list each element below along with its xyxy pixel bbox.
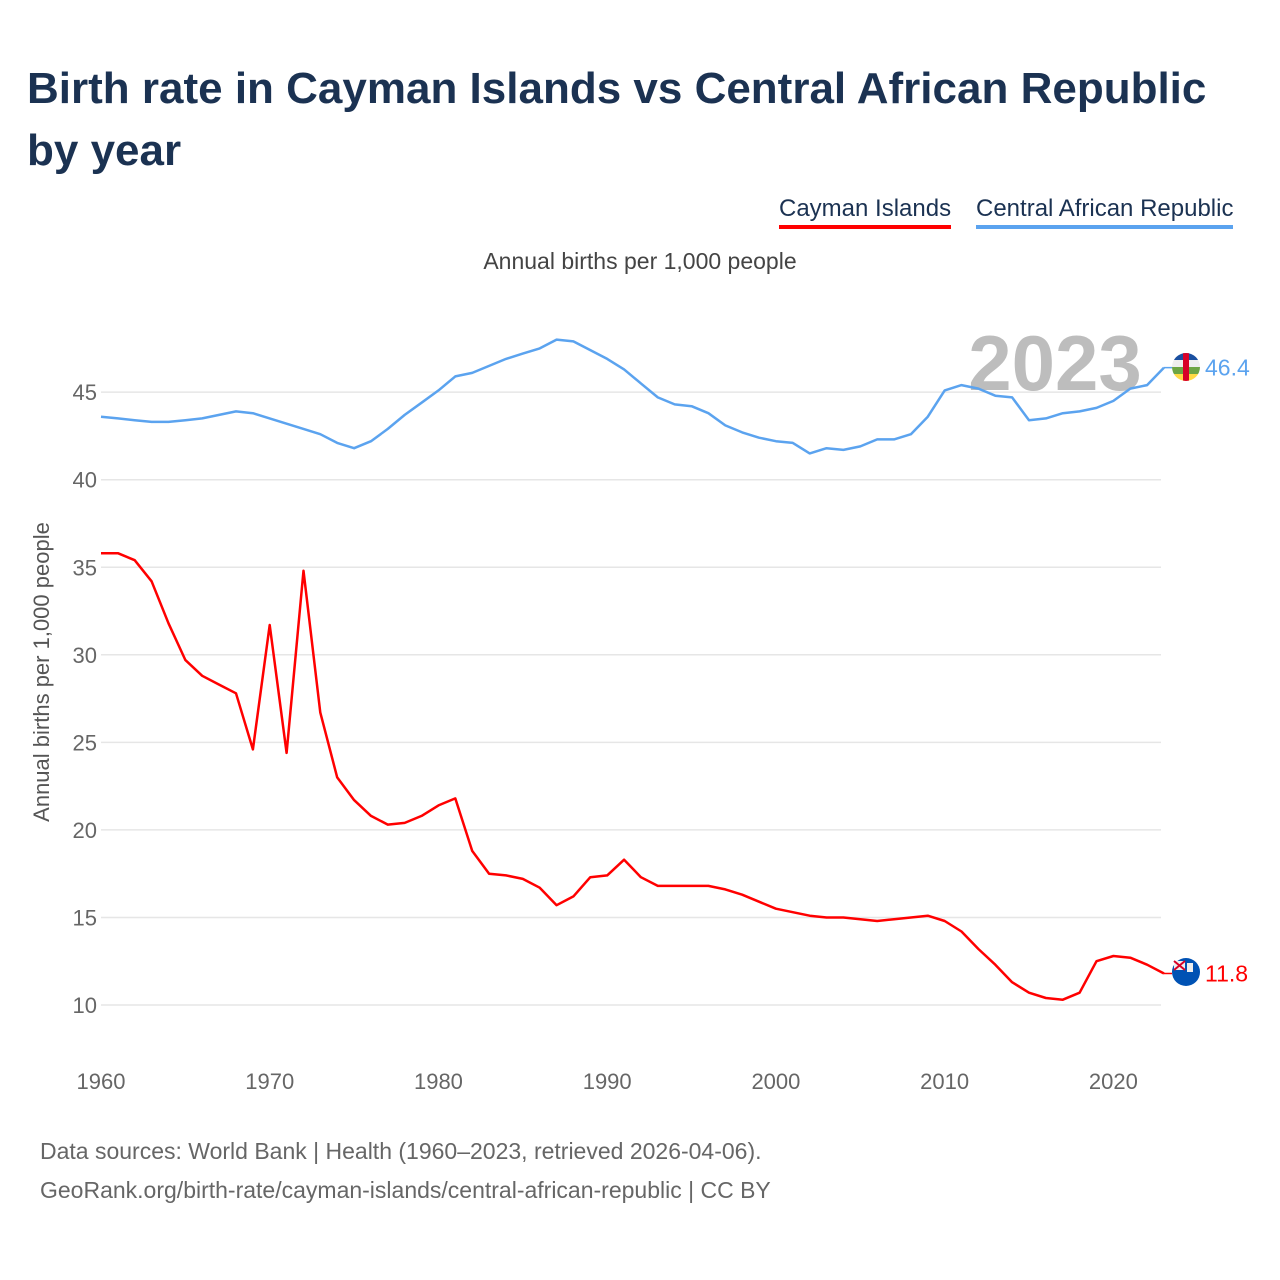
year-watermark: 2023: [968, 319, 1142, 407]
cayman-islands-flag-icon: [1172, 958, 1200, 986]
legend-item-cayman-islands[interactable]: Cayman Islands: [779, 195, 952, 229]
series-line-cayman-islands: [101, 551, 1165, 1001]
y-tick-label: 40: [73, 468, 97, 493]
central-african-republic-flag-icon: [1172, 353, 1200, 381]
data-source-note: Data sources: World Bank | Health (1960–…: [40, 1138, 762, 1164]
x-tick-label: 1970: [245, 1069, 294, 1094]
x-tick-label: 1960: [77, 1069, 126, 1094]
series-line-central-african-republic: [100, 338, 1165, 455]
x-tick-label: 1980: [414, 1069, 463, 1094]
y-tick-label: 15: [73, 905, 97, 930]
y-tick-label: 25: [73, 730, 97, 755]
source-url[interactable]: GeoRank.org/birth-rate/cayman-islands/ce…: [40, 1177, 771, 1203]
end-value-label: 11.8: [1205, 960, 1248, 986]
chart-title: Birth rate in Cayman Islands vs Central …: [27, 64, 1207, 175]
y-tick-label: 45: [73, 380, 97, 405]
legend-item-central-african-republic[interactable]: Central African Republic: [976, 195, 1234, 229]
y-tick-label: 30: [73, 643, 97, 668]
x-tick-label: 2000: [751, 1069, 800, 1094]
y-tick-label: 35: [73, 555, 97, 580]
chart-subtitle: Annual births per 1,000 people: [483, 248, 797, 274]
y-tick-label: 10: [73, 993, 97, 1018]
x-tick-label: 2010: [920, 1069, 969, 1094]
y-tick-label: 20: [73, 818, 97, 843]
x-tick-label: 2020: [1089, 1069, 1138, 1094]
x-tick-label: 1990: [583, 1069, 632, 1094]
end-value-label: 46.4: [1205, 355, 1250, 381]
